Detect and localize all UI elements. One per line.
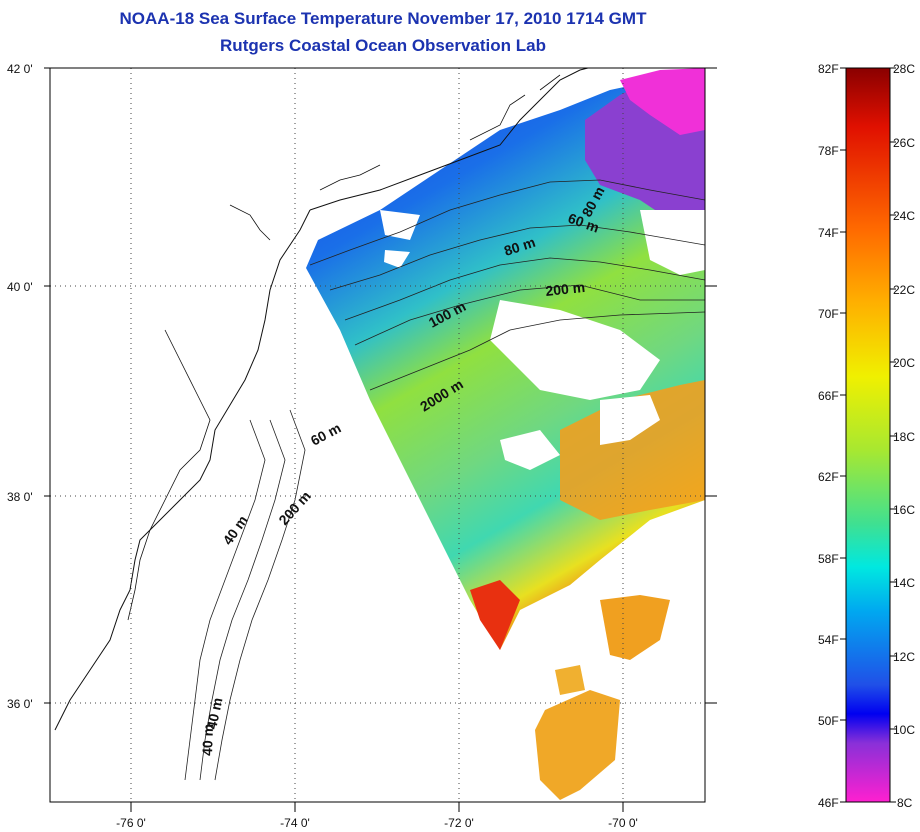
- isobath-contour: [329, 224, 705, 291]
- colorbar-label-f: 54F: [818, 633, 839, 647]
- colorbar-ticks: [840, 67, 896, 803]
- sst-orange-patch: [600, 595, 670, 660]
- colorbar-label-c: 26C: [893, 136, 915, 150]
- colorbar-bar: [845, 67, 891, 803]
- isobath-contour: [369, 311, 705, 391]
- colorbar-label-f: 74F: [818, 226, 839, 240]
- sst-warm-band: [560, 380, 705, 520]
- colorbar-label-c: 10C: [893, 723, 915, 737]
- coastline: [54, 68, 591, 731]
- cloud-gap: [490, 300, 660, 400]
- lon-tick-label: -76 0': [116, 816, 146, 830]
- map-grid: [50, 68, 705, 802]
- sst-hot-patch: [470, 580, 520, 650]
- cloud-gap: [500, 430, 560, 470]
- colorbar: [840, 67, 896, 803]
- map-frame: [49, 67, 706, 803]
- isobath-contour: [184, 419, 266, 781]
- colorbar-label-f: 62F: [818, 470, 839, 484]
- lat-tick-label: 36 0': [7, 697, 33, 711]
- isobath-contour: [344, 257, 705, 321]
- depth-label: 40 m: [219, 512, 250, 547]
- bay-outline: [127, 329, 211, 621]
- colorbar-label-c: 28C: [893, 62, 915, 76]
- colorbar-label-c: 18C: [893, 430, 915, 444]
- lat-tick-label: 40 0': [7, 280, 33, 294]
- colorbar-label-c: 14C: [893, 576, 915, 590]
- depth-label: 40 m: [199, 724, 216, 756]
- isobath-contour: [199, 419, 286, 781]
- isobath-contour: [354, 284, 705, 346]
- colorbar-label-f: 78F: [818, 144, 839, 158]
- depth-label: 40 m: [203, 696, 225, 731]
- map-area: [50, 68, 705, 802]
- sst-orange-patch: [555, 665, 585, 695]
- lat-tick-label: 38 0': [7, 490, 33, 504]
- colorbar-label-f: 66F: [818, 389, 839, 403]
- coast-detail: [229, 74, 561, 241]
- map-title: NOAA-18 Sea Surface Temperature November…: [119, 9, 647, 28]
- depth-label: 60 m: [308, 420, 344, 449]
- colorbar-label-c: 16C: [893, 503, 915, 517]
- cloud-gap: [384, 250, 410, 268]
- colorbar-label-f: 46F: [818, 796, 839, 810]
- cloud-gap: [600, 395, 660, 445]
- map-ticks: [44, 67, 717, 812]
- lon-tick-label: -74 0': [280, 816, 310, 830]
- sst-orange-patch: [535, 690, 620, 800]
- colorbar-label-c: 8C: [897, 796, 913, 810]
- colorbar-label-f: 70F: [818, 307, 839, 321]
- lat-tick-label: 42 0': [7, 62, 33, 76]
- colorbar-label-c: 12C: [893, 650, 915, 664]
- cloud-gap: [380, 210, 420, 240]
- colorbar-label-c: 24C: [893, 209, 915, 223]
- colorbar-label-f: 58F: [818, 552, 839, 566]
- isobath-contour: [309, 179, 705, 266]
- colorbar-label-c: 22C: [893, 283, 915, 297]
- lon-tick-label: -72 0': [444, 816, 474, 830]
- depth-label: 200 m: [545, 279, 586, 299]
- sst-magenta-patch: [620, 68, 705, 135]
- lon-tick-label: -70 0': [608, 816, 638, 830]
- map-subtitle: Rutgers Coastal Ocean Observation Lab: [220, 36, 546, 55]
- cloud-gap: [640, 210, 705, 275]
- isobath-contour: [214, 409, 306, 781]
- colorbar-label-f: 50F: [818, 714, 839, 728]
- colorbar-label-f: 82F: [818, 62, 839, 76]
- colorbar-label-c: 20C: [893, 356, 915, 370]
